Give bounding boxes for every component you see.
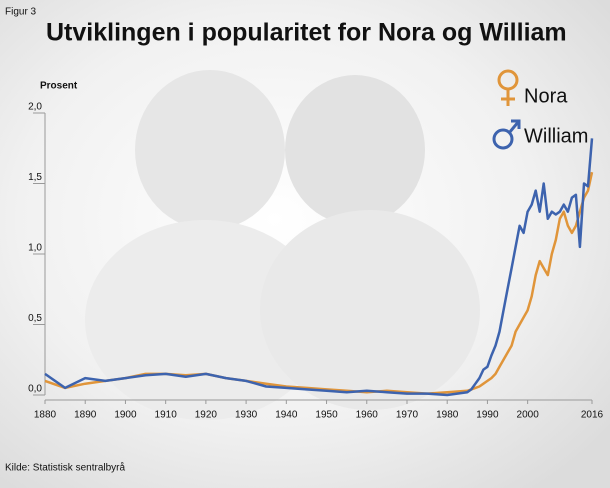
x-tick-label: 1910 bbox=[155, 410, 178, 421]
photo-shape bbox=[285, 75, 425, 225]
figure-label: Figur 3 bbox=[5, 7, 37, 18]
x-tick-label: 1940 bbox=[275, 410, 298, 421]
chart-title: Utviklingen i popularitet for Nora og Wi… bbox=[46, 19, 567, 47]
x-tick-label: 1920 bbox=[195, 410, 218, 421]
source: Kilde: Statistisk sentralbyrå bbox=[5, 462, 125, 474]
x-tick-label: 1980 bbox=[436, 410, 459, 421]
x-tick-label: 1970 bbox=[396, 410, 419, 421]
y-tick-label: 0,5 bbox=[28, 313, 42, 324]
y-tick-label: 1,0 bbox=[28, 243, 42, 254]
x-tick-label: 1930 bbox=[235, 410, 258, 421]
x-tick-label: 2000 bbox=[517, 410, 540, 421]
y-tick-label: 1,5 bbox=[28, 172, 42, 183]
y-tick-label: 2,0 bbox=[28, 102, 42, 113]
x-tick-label: 1960 bbox=[356, 410, 379, 421]
legend-label: William bbox=[524, 125, 588, 147]
photo-shape bbox=[135, 70, 285, 230]
x-tick-label: 1990 bbox=[476, 410, 499, 421]
legend-label: Nora bbox=[524, 85, 568, 107]
series-line bbox=[44, 138, 594, 397]
legend bbox=[492, 69, 521, 150]
y-axis-label: Prosent bbox=[40, 81, 78, 92]
legend-icon bbox=[497, 69, 519, 106]
legend-icon bbox=[492, 119, 521, 150]
x-tick-label: 1890 bbox=[74, 410, 97, 421]
x-tick-label: 1900 bbox=[114, 410, 137, 421]
photo-shape bbox=[260, 210, 480, 410]
photo-shape bbox=[85, 220, 325, 420]
x-tick-label: 1950 bbox=[315, 410, 338, 421]
x-tick-label: 1880 bbox=[34, 410, 57, 421]
x-tick-label: 2016 bbox=[581, 410, 604, 421]
y-tick-label: 0,0 bbox=[28, 384, 42, 395]
